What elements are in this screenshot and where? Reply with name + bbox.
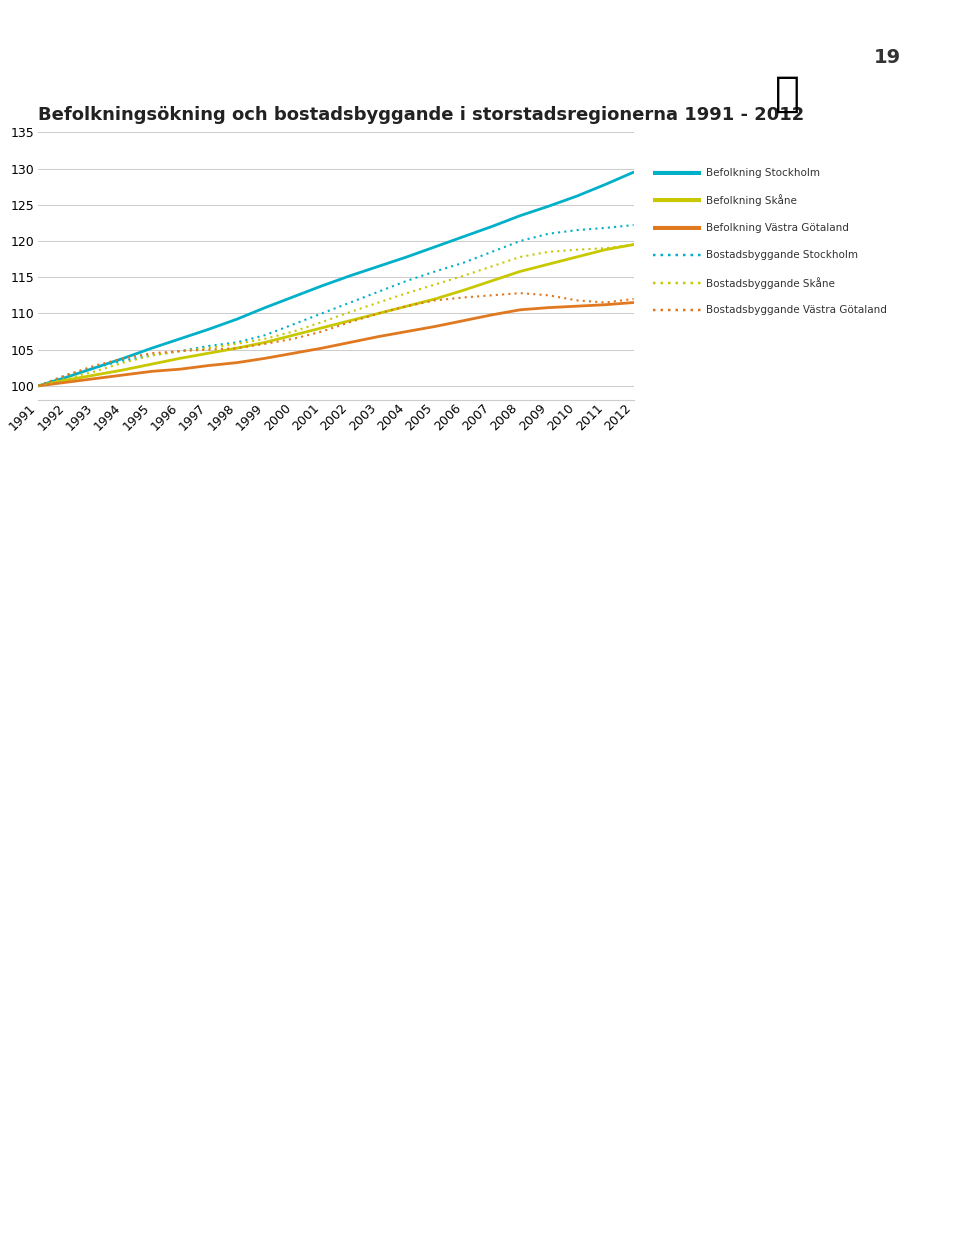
Text: Befolkningsökning och bostadsbyggande i storstadsregionerna 1991 - 2012: Befolkningsökning och bostadsbyggande i … [38, 106, 804, 124]
Text: 🏠: 🏠 [775, 73, 800, 115]
Text: Befolkning Stockholm: Befolkning Stockholm [706, 168, 820, 178]
Text: SKÅNES BOSTADSBYGGANDE: SKÅNES BOSTADSBYGGANDE [922, 226, 936, 474]
Text: Befolkning Skåne: Befolkning Skåne [706, 194, 797, 206]
Text: Bostadsbyggande Skåne: Bostadsbyggande Skåne [706, 276, 834, 289]
Text: Bostadsbyggande Västra Götaland: Bostadsbyggande Västra Götaland [706, 305, 886, 315]
Text: 19: 19 [874, 48, 900, 66]
Text: Befolkning Västra Götaland: Befolkning Västra Götaland [706, 223, 849, 233]
Text: Bostadsbyggande Stockholm: Bostadsbyggande Stockholm [706, 250, 857, 260]
